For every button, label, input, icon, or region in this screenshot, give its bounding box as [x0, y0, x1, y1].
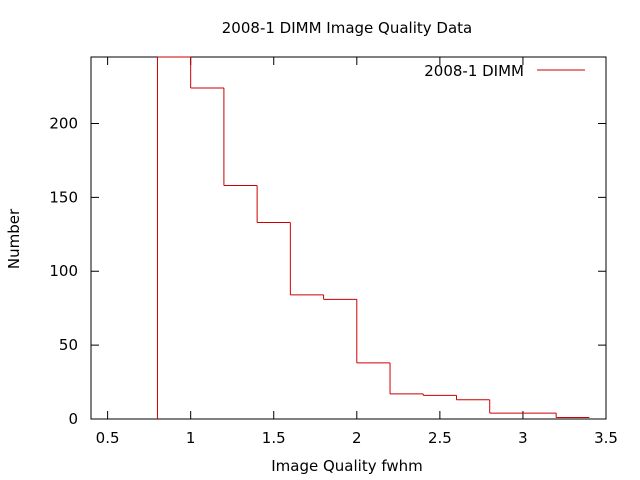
y-tick-label: 0 — [68, 410, 78, 428]
x-tick-label: 2 — [352, 429, 362, 447]
y-tick-label: 150 — [49, 188, 78, 206]
chart-title: 2008-1 DIMM Image Quality Data — [222, 19, 472, 37]
legend-label: 2008-1 DIMM — [424, 62, 524, 80]
x-tick-label: 3.5 — [594, 429, 618, 447]
tick-marks — [91, 57, 607, 420]
x-tick-label: 2.5 — [428, 429, 452, 447]
y-tick-labels: 0 50 100 150 200 — [49, 114, 78, 428]
y-tick-label: 100 — [49, 262, 78, 280]
plot-area-frame — [90, 56, 607, 420]
series-layer — [156, 56, 590, 419]
y-tick-label: 200 — [49, 114, 78, 132]
x-tick-label: 0.5 — [96, 429, 120, 447]
x-tick-label: 3 — [518, 429, 528, 447]
legend: 2008-1 DIMM — [424, 62, 585, 80]
x-axis-label: Image Quality fwhm — [271, 457, 423, 475]
x-tick-label: 1 — [186, 429, 196, 447]
x-tick-label: 1.5 — [262, 429, 286, 447]
y-tick-label: 50 — [59, 336, 78, 354]
x-tick-labels: 0.5 1 1.5 2 2.5 3 3.5 — [96, 429, 618, 447]
y-axis-label: Number — [5, 208, 23, 269]
